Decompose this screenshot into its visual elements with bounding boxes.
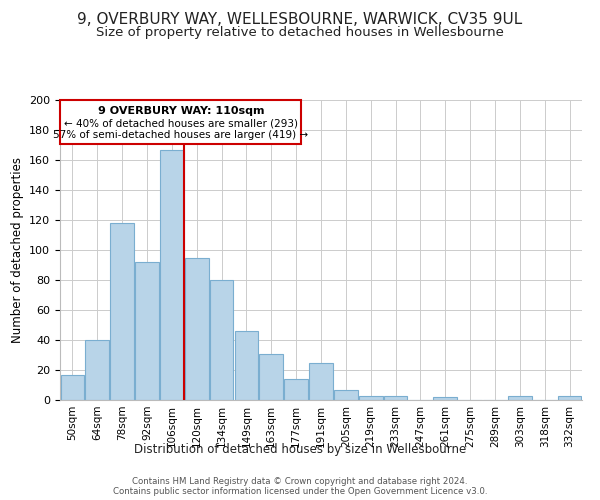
Bar: [384, 396, 407, 400]
Bar: [259, 354, 283, 400]
Text: 9 OVERBURY WAY: 110sqm: 9 OVERBURY WAY: 110sqm: [98, 106, 264, 116]
Bar: [61, 374, 84, 400]
Bar: [508, 396, 532, 400]
Bar: [334, 390, 358, 400]
Text: 9, OVERBURY WAY, WELLESBOURNE, WARWICK, CV35 9UL: 9, OVERBURY WAY, WELLESBOURNE, WARWICK, …: [77, 12, 523, 28]
Bar: [110, 223, 134, 400]
Bar: [433, 397, 457, 400]
Text: Distribution of detached houses by size in Wellesbourne: Distribution of detached houses by size …: [134, 442, 466, 456]
Bar: [160, 150, 184, 400]
Bar: [284, 379, 308, 400]
Bar: [235, 331, 258, 400]
Bar: [85, 340, 109, 400]
Bar: [359, 396, 383, 400]
Text: Contains HM Land Registry data © Crown copyright and database right 2024.: Contains HM Land Registry data © Crown c…: [132, 478, 468, 486]
Bar: [558, 396, 581, 400]
Bar: [185, 258, 209, 400]
Text: 57% of semi-detached houses are larger (419) →: 57% of semi-detached houses are larger (…: [53, 130, 308, 140]
Text: ← 40% of detached houses are smaller (293): ← 40% of detached houses are smaller (29…: [64, 118, 298, 128]
Text: Contains public sector information licensed under the Open Government Licence v3: Contains public sector information licen…: [113, 488, 487, 496]
Bar: [210, 280, 233, 400]
Text: Size of property relative to detached houses in Wellesbourne: Size of property relative to detached ho…: [96, 26, 504, 39]
Y-axis label: Number of detached properties: Number of detached properties: [11, 157, 23, 343]
Bar: [61, 100, 301, 144]
Bar: [135, 262, 159, 400]
Bar: [309, 362, 333, 400]
